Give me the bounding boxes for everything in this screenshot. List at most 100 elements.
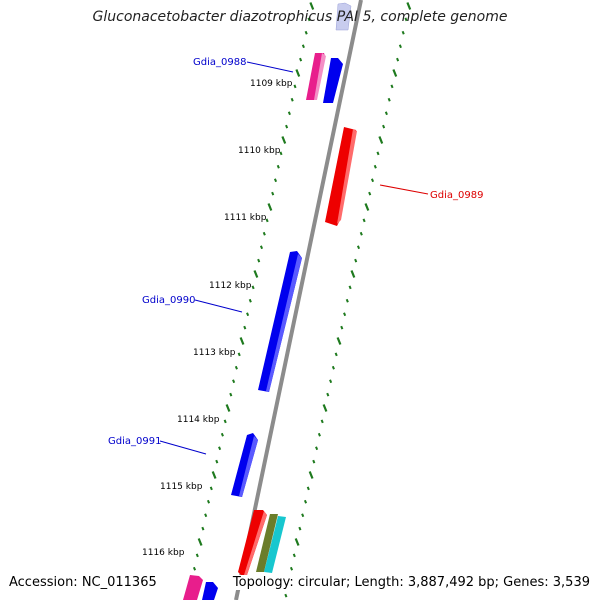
tick-mark (364, 203, 370, 211)
tick-mark (331, 365, 335, 370)
tick-mark (378, 136, 384, 144)
tick-mark (317, 432, 321, 437)
tick-mark (406, 2, 412, 10)
position-label: 1109 kbp (250, 79, 293, 89)
tick-mark (362, 218, 366, 223)
position-label: 1116 kbp (142, 548, 185, 558)
tick-mark (356, 245, 361, 250)
tick-mark (299, 57, 303, 62)
tick-mark (267, 203, 273, 211)
tick-mark (229, 392, 233, 397)
tick-mark (195, 553, 199, 558)
tick-mark (390, 84, 394, 89)
position-label: 1112 kbp (209, 281, 252, 291)
tick-mark (343, 312, 347, 317)
connector-gdia-0990 (194, 299, 243, 313)
tick-mark (201, 526, 205, 531)
tick-mark (220, 432, 224, 437)
position-label: 1110 kbp (238, 146, 281, 156)
gene-labels: Gdia_0988 Gdia_0989 Gdia_0990 Gdia_0991 (108, 57, 483, 447)
tick-mark (370, 178, 375, 183)
gene-block-gdia-0988-blue[interactable] (323, 58, 343, 103)
tick-mark (312, 459, 316, 464)
tick-mark (218, 446, 222, 451)
gene-block-gdia-0990-shade (266, 254, 302, 392)
tick-mark (301, 44, 305, 49)
gene-label-gdia-0989[interactable]: Gdia_0989 (430, 190, 483, 201)
tick-mark (262, 231, 266, 236)
tick-mark (354, 258, 358, 263)
label-connectors (159, 61, 429, 455)
tick-mark (285, 124, 289, 129)
gene-block-gdia-0988-pink-shade (314, 53, 326, 100)
tick-mark (315, 446, 319, 451)
tick-mark (376, 151, 380, 156)
tick-mark (320, 419, 324, 424)
connector-gdia-0989 (379, 184, 429, 195)
tick-mark (206, 499, 211, 504)
tick-mark (293, 84, 297, 89)
tick-mark (279, 151, 283, 156)
tick-mark (301, 513, 305, 518)
tick-mark (345, 298, 349, 303)
tick-mark (373, 164, 377, 169)
tick-mark (281, 136, 287, 144)
position-label: 1115 kbp (160, 482, 203, 492)
tick-mark (382, 124, 386, 129)
tick-mark (192, 566, 197, 571)
tick-mark (246, 312, 250, 317)
tick-mark (209, 486, 213, 491)
tick-mark (350, 270, 356, 278)
map-title: Gluconacetobacter diazotrophicus PAI 5, … (92, 9, 508, 25)
tick-mark (248, 298, 252, 303)
inner-tick-ring (187, 2, 315, 598)
tick-mark (404, 17, 408, 22)
connector-gdia-0988 (246, 61, 294, 73)
tick-mark (359, 231, 363, 236)
tick-mark (253, 270, 259, 278)
tick-mark (290, 97, 294, 102)
gene-label-gdia-0990[interactable]: Gdia_0990 (142, 295, 195, 306)
gene-label-gdia-0991[interactable]: Gdia_0991 (108, 436, 161, 447)
gene-block-top-faded[interactable] (335, 2, 352, 31)
tick-mark (237, 352, 241, 357)
gene-block-gdia-0989[interactable] (325, 127, 356, 226)
tick-mark (396, 57, 400, 62)
genome-summary: Topology: circular; Length: 3,887,492 bp… (232, 575, 590, 590)
tick-mark (225, 404, 231, 412)
tick-mark (257, 258, 261, 263)
gene-block-blue-bottom[interactable] (202, 582, 218, 600)
outer-tick-ring (284, 2, 412, 598)
tick-mark (204, 513, 208, 518)
tick-mark (368, 191, 372, 196)
tick-mark (307, 17, 311, 22)
tick-mark (265, 218, 269, 223)
tick-mark (232, 379, 236, 384)
tick-mark (298, 526, 302, 531)
gene-label-gdia-0988[interactable]: Gdia_0988 (193, 57, 246, 68)
tick-mark (289, 566, 294, 571)
gene-block-gdia-0989-shade (337, 129, 357, 224)
gene-block-pink-bottom[interactable] (183, 575, 203, 600)
tick-mark (334, 352, 338, 357)
tick-mark (398, 44, 402, 49)
position-label: 1114 kbp (177, 415, 220, 425)
connector-gdia-0991 (159, 440, 207, 455)
position-label: 1111 kbp (224, 213, 267, 223)
gene-block-olive[interactable] (256, 514, 278, 572)
tick-mark (251, 285, 255, 290)
position-labels: 1109 kbp 1110 kbp 1111 kbp 1112 kbp 1113… (142, 79, 293, 558)
tick-mark (401, 30, 405, 35)
gene-block-cyan[interactable] (264, 516, 286, 573)
tick-mark (234, 365, 238, 370)
tick-mark (211, 471, 217, 479)
gene-block-gdia-0991-shade (239, 436, 258, 497)
tick-mark (197, 538, 203, 546)
tick-mark (284, 593, 288, 598)
tick-mark (308, 471, 314, 479)
tick-mark (392, 69, 398, 77)
tick-mark (348, 285, 352, 290)
gene-blocks (183, 2, 357, 600)
tick-mark (273, 178, 278, 183)
position-label: 1113 kbp (193, 348, 236, 358)
